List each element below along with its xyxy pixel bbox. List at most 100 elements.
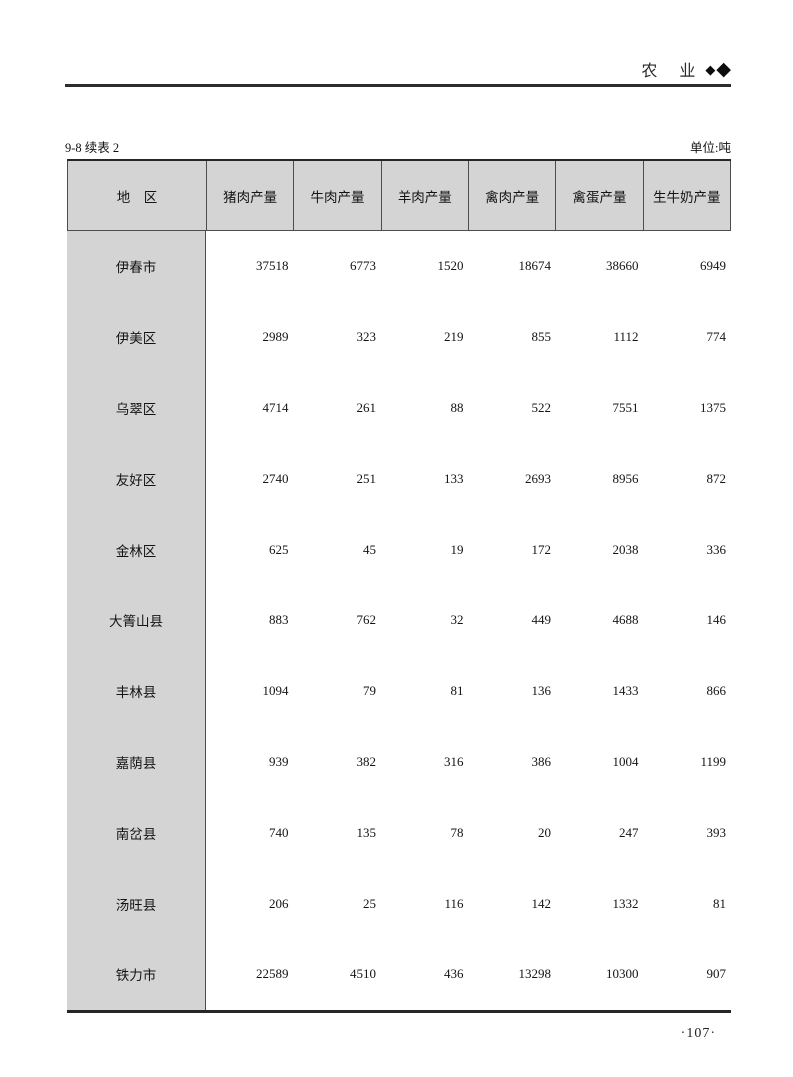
table-row: 嘉荫县 939 382 316 386 1004 1199 [67, 726, 731, 798]
value-cell-mutton: 116 [444, 895, 464, 911]
value-cell-poultry-meat: 449 [531, 612, 552, 628]
region-cell: 金林区 [67, 514, 206, 585]
value-cell-beef: 135 [356, 824, 377, 840]
value-cell-beef: 79 [363, 683, 376, 699]
value-cell-pork: 939 [269, 753, 289, 769]
region-cell: 伊美区 [67, 301, 206, 373]
value-cell-mutton: 1520 [437, 258, 464, 274]
diamond-icon-large: ◆ [716, 58, 731, 80]
diamond-icon-small: ◆ [705, 61, 716, 77]
value-cell-raw-milk: 6949 [700, 258, 726, 274]
value-cell-beef: 261 [356, 399, 377, 415]
table-label: 9-8 续表 2 [65, 141, 120, 155]
value-cell-raw-milk: 81 [713, 895, 726, 911]
value-cell-mutton: 19 [450, 541, 464, 557]
column-header-pork: 猪肉产量 [207, 161, 295, 230]
value-cell-poultry-eggs: 1433 [612, 683, 639, 699]
value-cell-poultry-eggs: 38660 [606, 258, 639, 274]
value-cell-mutton: 32 [450, 612, 464, 628]
value-cell-mutton: 316 [444, 753, 464, 769]
value-cell-poultry-eggs: 10300 [606, 966, 639, 982]
table-row: 伊春市 37518 6773 1520 18674 38660 6949 [67, 231, 731, 302]
value-cell-beef: 323 [356, 329, 377, 345]
value-cell-mutton: 133 [444, 470, 464, 486]
region-cell: 乌翠区 [67, 372, 206, 444]
value-cell-mutton: 78 [450, 824, 464, 840]
value-cell-poultry-meat: 136 [531, 683, 552, 699]
column-header-poultry-meat: 禽肉产量 [469, 161, 557, 230]
region-cell: 汤旺县 [67, 868, 206, 939]
value-cell-poultry-eggs: 1004 [612, 753, 639, 769]
value-cell-pork: 883 [269, 612, 289, 628]
table-header-row: 地 区 猪肉产量 牛肉产量 羊肉产量 禽肉产量 禽蛋产量 生牛奶产量 [67, 161, 731, 231]
value-cell-raw-milk: 774 [706, 329, 727, 345]
value-cell-pork: 1094 [262, 683, 289, 699]
table-row: 汤旺县 206 25 116 142 1332 81 [67, 868, 731, 939]
region-cell: 友好区 [67, 443, 206, 515]
value-cell-poultry-eggs: 2038 [612, 541, 639, 557]
value-cell-poultry-eggs: 247 [619, 824, 639, 840]
value-cell-mutton: 436 [444, 966, 464, 982]
value-cell-mutton: 81 [450, 683, 464, 699]
masthead: 农 业 ◆ ◆ [65, 56, 731, 82]
value-cell-beef: 4510 [350, 966, 376, 982]
value-cell-poultry-meat: 522 [531, 399, 552, 415]
table-body: 伊春市 37518 6773 1520 18674 38660 6949 伊美区… [67, 231, 731, 1010]
column-header-poultry-eggs: 禽蛋产量 [556, 161, 644, 230]
table-caption-row: 9-8 续表 2 单位:吨 [65, 137, 731, 156]
table-row: 大箐山县 883 762 32 449 4688 146 [67, 584, 731, 656]
section-title: 农 业 [641, 63, 699, 80]
region-cell: 伊春市 [67, 231, 206, 302]
value-cell-poultry-eggs: 1112 [613, 329, 639, 345]
value-cell-beef: 6773 [350, 258, 376, 274]
column-header-raw-milk: 生牛奶产量 [644, 161, 731, 230]
table-row: 丰林县 1094 79 81 136 1433 866 [67, 655, 731, 727]
value-cell-raw-milk: 872 [706, 470, 727, 486]
table-row: 友好区 2740 251 133 2693 8956 872 [67, 443, 731, 515]
value-cell-mutton: 88 [450, 399, 464, 415]
value-cell-pork: 4714 [262, 399, 289, 415]
value-cell-raw-milk: 1199 [700, 753, 726, 769]
value-cell-pork: 625 [269, 541, 289, 557]
column-header-beef: 牛肉产量 [294, 161, 382, 230]
value-cell-beef: 251 [356, 470, 377, 486]
unit-label: 单位:吨 [690, 141, 731, 155]
table-row: 铁力市 22589 4510 436 13298 10300 907 [67, 938, 731, 1010]
value-cell-beef: 25 [363, 895, 376, 911]
value-cell-raw-milk: 866 [706, 683, 727, 699]
value-cell-raw-milk: 1375 [700, 399, 726, 415]
production-table: 地 区 猪肉产量 牛肉产量 羊肉产量 禽肉产量 禽蛋产量 生牛奶产量 伊春市 3… [67, 159, 731, 1013]
table-row: 伊美区 2989 323 219 855 1112 774 [67, 301, 731, 373]
value-cell-raw-milk: 907 [706, 966, 727, 982]
value-cell-pork: 37518 [256, 258, 289, 274]
value-cell-poultry-meat: 20 [538, 824, 551, 840]
page-number: ·107· [680, 1026, 716, 1041]
region-cell: 丰林县 [67, 655, 206, 727]
value-cell-poultry-meat: 855 [531, 329, 552, 345]
value-cell-raw-milk: 336 [706, 541, 727, 557]
table-row: 乌翠区 4714 261 88 522 7551 1375 [67, 372, 731, 444]
masthead-rule [65, 84, 731, 87]
value-cell-beef: 45 [363, 541, 376, 557]
value-cell-poultry-eggs: 4688 [612, 612, 639, 628]
value-cell-beef: 382 [356, 753, 377, 769]
value-cell-poultry-meat: 18674 [518, 258, 552, 274]
value-cell-poultry-meat: 142 [531, 895, 552, 911]
table-row: 金林区 625 45 19 172 2038 336 [67, 514, 731, 585]
value-cell-poultry-meat: 13298 [518, 966, 552, 982]
value-cell-pork: 740 [269, 824, 289, 840]
value-cell-pork: 206 [269, 895, 289, 911]
value-cell-poultry-meat: 386 [531, 753, 552, 769]
region-cell: 嘉荫县 [67, 726, 206, 798]
value-cell-poultry-meat: 2693 [525, 470, 551, 486]
value-cell-poultry-eggs: 7551 [612, 399, 639, 415]
value-cell-poultry-meat: 172 [531, 541, 552, 557]
value-cell-raw-milk: 146 [706, 612, 727, 628]
table-row: 南岔县 740 135 78 20 247 393 [67, 797, 731, 869]
value-cell-pork: 2740 [262, 470, 289, 486]
value-cell-poultry-eggs: 1332 [612, 895, 639, 911]
region-cell: 南岔县 [67, 797, 206, 869]
column-header-region: 地 区 [68, 161, 207, 230]
value-cell-poultry-eggs: 8956 [612, 470, 639, 486]
